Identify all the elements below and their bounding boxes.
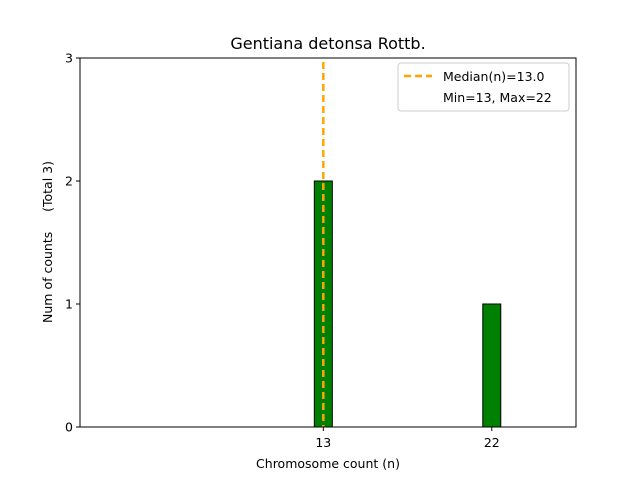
y-tick-label-2: 2 (65, 174, 73, 189)
legend-entry-minmax: Min=13, Max=22 (443, 90, 552, 105)
y-tick-label-0: 0 (65, 420, 73, 435)
y-tick-label-3: 3 (65, 51, 73, 66)
y-axis-ticks: 0 1 2 3 (65, 51, 80, 435)
legend: Median(n)=13.0 Min=13, Max=22 (397, 62, 570, 112)
y-axis-label: Num of counts (Total 3) (40, 161, 55, 323)
x-axis-label: Chromosome count (n) (256, 456, 400, 471)
bar-22 (482, 303, 502, 428)
y-tick-label-1: 1 (65, 297, 73, 312)
legend-box (397, 62, 570, 112)
x-tick-label-22: 22 (484, 435, 500, 450)
x-tick-label-13: 13 (315, 435, 331, 450)
chart-title: Gentiana detonsa Rottb. (230, 34, 425, 53)
x-axis-ticks: 13 22 (315, 427, 500, 450)
plot-frame (79, 57, 577, 428)
legend-entry-median: Median(n)=13.0 (443, 69, 544, 84)
bars-group (313, 180, 502, 428)
